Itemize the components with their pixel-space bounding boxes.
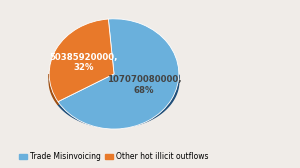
Polygon shape — [49, 74, 58, 105]
Ellipse shape — [49, 67, 179, 95]
Text: 50385920000,
32%: 50385920000, 32% — [50, 53, 118, 72]
Legend: Trade Misinvoicing, Other hot illicit outflows: Trade Misinvoicing, Other hot illicit ou… — [16, 149, 212, 164]
Wedge shape — [58, 19, 179, 129]
Text: 107070080000,
68%: 107070080000, 68% — [106, 75, 181, 95]
Polygon shape — [58, 75, 179, 128]
Wedge shape — [49, 19, 114, 102]
